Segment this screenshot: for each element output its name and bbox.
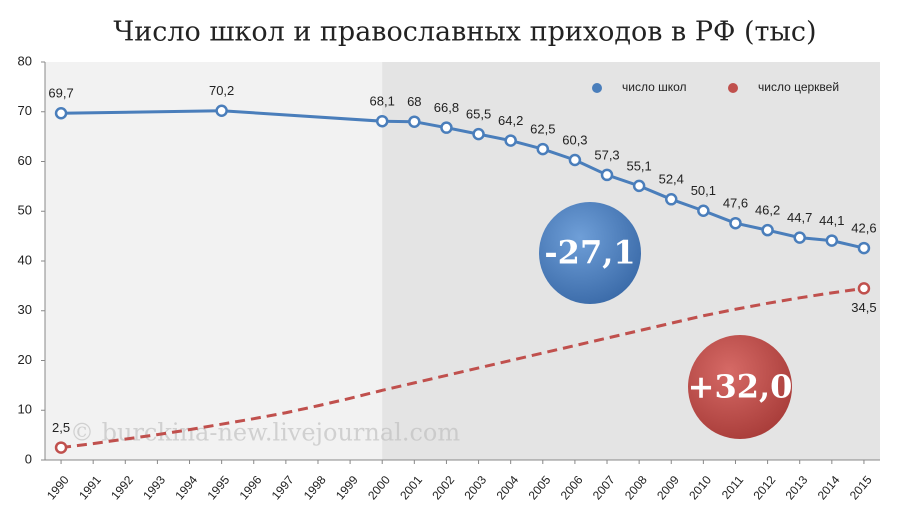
x-tick-label: 1998: [301, 473, 329, 503]
data-point: [793, 231, 806, 244]
data-label: 2,5: [52, 420, 70, 435]
data-label: 69,7: [48, 86, 73, 101]
annotation-label: +32,0: [688, 368, 793, 406]
x-tick-label: 2004: [494, 473, 522, 503]
data-point: [375, 114, 389, 128]
x-tick-label: 1991: [76, 473, 104, 503]
x-tick-label: 2002: [429, 473, 457, 503]
legend-marker: [728, 83, 738, 93]
y-tick-label: 10: [18, 402, 32, 417]
x-tick-label: 2011: [719, 473, 747, 502]
x-tick-label: 2009: [654, 473, 682, 503]
legend-label: число школ: [622, 80, 687, 94]
y-tick-label: 40: [18, 252, 32, 267]
x-tick-label: 1993: [140, 473, 168, 503]
data-label: 60,3: [562, 132, 587, 147]
x-tick-label: 2008: [622, 473, 650, 503]
y-tick-label: 70: [18, 103, 32, 118]
data-point: [857, 282, 871, 295]
data-label: 50,1: [691, 183, 716, 198]
data-label: 44,7: [787, 210, 812, 225]
watermark: © burckina-new.livejournal.com: [70, 419, 460, 447]
data-label: 70,2: [209, 83, 234, 98]
x-tick-label: 1997: [269, 473, 297, 503]
data-label: 47,6: [723, 196, 748, 211]
x-tick-label: 2005: [526, 473, 554, 503]
x-tick-label: 1999: [333, 473, 361, 503]
y-tick-label: 0: [25, 451, 32, 466]
annotation-bubble: [539, 202, 641, 304]
data-label: 66,8: [434, 100, 459, 115]
data-label: 44,1: [819, 213, 844, 228]
y-tick-label: 80: [18, 53, 32, 68]
data-point: [665, 193, 678, 206]
data-point: [54, 441, 68, 454]
data-point: [568, 153, 582, 167]
x-tick-label: 1994: [172, 473, 200, 503]
y-tick-label: 50: [18, 203, 32, 218]
x-tick-label: 2007: [590, 473, 618, 503]
x-tick-label: 2001: [397, 473, 425, 503]
data-label: 52,4: [659, 172, 684, 187]
data-point: [215, 104, 228, 118]
data-point: [600, 168, 614, 182]
data-label: 64,2: [498, 113, 523, 128]
annotation-label: -27,1: [544, 234, 635, 272]
data-point: [729, 216, 742, 230]
data-point: [697, 204, 710, 218]
data-label: 57,3: [594, 147, 619, 162]
data-point: [472, 127, 485, 141]
x-tick-label: 2012: [750, 473, 778, 503]
x-tick-label: 2014: [815, 473, 843, 503]
annotation-bubble: [688, 335, 792, 439]
data-point: [408, 115, 421, 128]
legend-label: число церквей: [758, 80, 839, 94]
data-point: [632, 179, 646, 193]
x-tick-label: 2015: [847, 473, 875, 503]
data-label: 65,5: [466, 107, 491, 122]
data-point: [440, 121, 453, 134]
x-tick-label: 2010: [686, 473, 714, 503]
data-label: 46,2: [755, 203, 780, 218]
data-label: 68: [407, 94, 421, 109]
x-tick-label: 2000: [365, 473, 393, 503]
x-tick-label: 1992: [108, 473, 136, 503]
y-tick-label: 60: [18, 153, 32, 168]
x-tick-label: 1990: [44, 473, 72, 503]
x-tick-label: 2003: [461, 473, 489, 503]
x-tick-label: 2013: [783, 473, 811, 503]
legend-marker: [592, 83, 602, 93]
data-label: 42,6: [851, 221, 876, 236]
data-point: [54, 106, 68, 120]
data-label: 68,1: [370, 94, 395, 109]
y-tick-label: 30: [18, 302, 32, 317]
data-point: [504, 134, 517, 147]
chart-title: Число школ и православных приходов в РФ …: [113, 17, 816, 48]
data-point: [825, 234, 839, 247]
series-line: [60, 286, 865, 450]
data-point: [536, 142, 550, 156]
x-tick-label: 1995: [204, 473, 232, 503]
x-tick-label: 1996: [237, 473, 265, 503]
y-tick-label: 20: [18, 352, 32, 367]
data-label: 55,1: [626, 158, 651, 173]
x-tick-label: 2006: [558, 473, 586, 503]
data-label: 62,5: [530, 122, 555, 137]
data-point: [761, 223, 774, 237]
data-label: 34,5: [851, 300, 876, 315]
data-point: [857, 241, 871, 255]
